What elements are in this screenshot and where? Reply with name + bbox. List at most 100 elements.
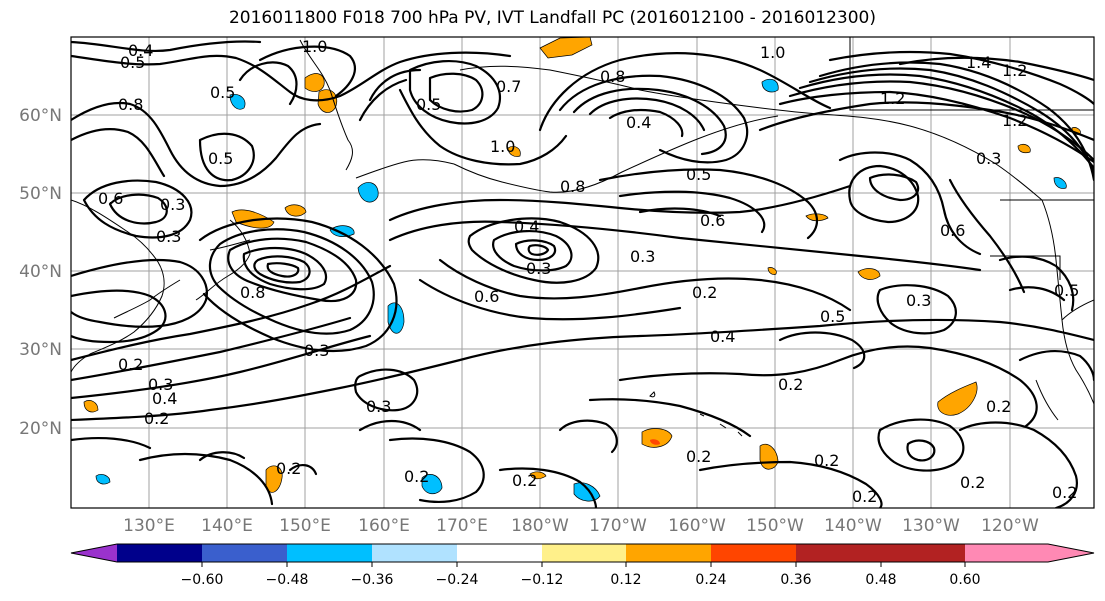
- contour: [948, 178, 1026, 294]
- contour-label: 1.0: [490, 137, 515, 156]
- contour: [71, 318, 1094, 422]
- contour-label: 0.3: [148, 375, 173, 394]
- coastline-hokkaido: [209, 239, 251, 251]
- colorbar-tick-label: 0.24: [695, 572, 726, 588]
- border-alaska-canada: [849, 37, 1094, 111]
- colorbar-bin: [542, 544, 626, 562]
- lon-label: 130°E: [123, 516, 175, 536]
- contour: [71, 334, 372, 400]
- contour: [558, 419, 618, 454]
- contour-label: 0.2: [276, 459, 301, 478]
- shade-region: [539, 37, 593, 59]
- contour-label: 0.3: [906, 291, 931, 310]
- lon-label: 140°W: [824, 516, 882, 536]
- colorbar-tick-label: 0.12: [610, 572, 641, 588]
- coastline-alaska: [459, 65, 1043, 201]
- colorbar-bin: [287, 544, 372, 562]
- colorbar-outline: [70, 543, 1095, 563]
- colorbar: −0.60 −0.48 −0.36 −0.24 −0.12 0.12 0.24 …: [70, 543, 1095, 588]
- contour: [71, 101, 322, 188]
- contour-label: 0.6: [940, 221, 965, 240]
- contour-label: 0.6: [700, 211, 725, 230]
- lon-label: 140°E: [201, 516, 253, 536]
- lon-label: 170°E: [436, 516, 488, 536]
- contour-label: 0.2: [1052, 483, 1077, 502]
- contour: [838, 151, 982, 256]
- shade-region: [507, 146, 521, 157]
- contour-label: 1.4: [966, 53, 991, 72]
- colorbar-tick-label: −0.12: [521, 572, 564, 588]
- contour-label: 0.2: [404, 467, 429, 486]
- contour: [71, 316, 352, 382]
- contour: [71, 258, 208, 328]
- lat-label: 40°N: [19, 262, 62, 282]
- contour: [198, 451, 246, 462]
- contour: [388, 220, 982, 272]
- contour-label: 1.0: [760, 43, 785, 62]
- shade-region: [229, 94, 246, 110]
- colorbar-extend-high: [1048, 544, 1094, 562]
- shade-region: [641, 428, 673, 448]
- contour-label: 0.6: [474, 287, 499, 306]
- contour: [492, 229, 573, 272]
- colorbar-tick-label: 0.60: [949, 572, 980, 588]
- contour: [798, 73, 1094, 170]
- lon-label: 160°W: [668, 516, 726, 536]
- pv-contours: [71, 40, 1094, 508]
- contour: [906, 439, 936, 462]
- contour-label: 0.5: [208, 149, 233, 168]
- contour: [558, 74, 749, 164]
- contour: [527, 244, 550, 256]
- coastline-korea: [113, 279, 181, 319]
- shade-region: [1017, 144, 1031, 154]
- colorbar-bin: [711, 544, 796, 562]
- lon-label: 150°E: [279, 516, 331, 536]
- colorbar-tick-label: −0.36: [351, 572, 394, 588]
- gridlines: [71, 37, 1094, 508]
- contour: [778, 90, 1094, 164]
- contour: [71, 436, 152, 450]
- map-title: 2016011800 F018 700 hPa PV, IVT Landfall…: [228, 8, 876, 28]
- contour: [198, 132, 255, 182]
- contour: [778, 331, 866, 370]
- contour-label: 1.0: [302, 37, 327, 56]
- contour-label: 0.3: [630, 247, 655, 266]
- contour: [71, 289, 167, 344]
- border-states-2: [1061, 299, 1094, 321]
- colorbar-bin: [117, 544, 202, 562]
- contour-label: 0.5: [686, 165, 711, 184]
- contour: [618, 190, 766, 234]
- lon-label: 150°W: [746, 516, 804, 536]
- contour: [208, 228, 375, 335]
- contour: [877, 418, 965, 472]
- contour-label: 0.4: [626, 113, 651, 132]
- latitude-labels: 60°N 50°N 40°N 30°N 20°N: [19, 106, 62, 439]
- contour-label: 0.3: [304, 341, 329, 360]
- colorbar-bin: [881, 544, 965, 562]
- contour: [388, 184, 852, 222]
- contour-label: 0.8: [600, 67, 625, 86]
- contour-label: 0.5: [210, 83, 235, 102]
- contour: [418, 278, 682, 321]
- shade-region: [329, 225, 355, 237]
- contour: [438, 258, 852, 312]
- contour: [998, 255, 1075, 312]
- contour-label: 0.5: [120, 53, 145, 72]
- contour: [408, 59, 502, 125]
- contour: [71, 51, 512, 102]
- contour-label: 0.5: [820, 307, 845, 326]
- contour: [572, 87, 727, 156]
- coastline-asia: [71, 199, 165, 373]
- shade-region: [304, 73, 325, 92]
- contour: [1008, 286, 1066, 302]
- colorbar-tick-label: −0.48: [266, 572, 309, 588]
- colorbar-bin: [202, 544, 287, 562]
- colorbar-tick-label: 0.48: [865, 572, 896, 588]
- contour-label: 1.2: [880, 89, 905, 108]
- contour: [588, 97, 706, 132]
- contour-label: 0.5: [416, 95, 441, 114]
- contour-label: 0.3: [526, 259, 551, 278]
- contour: [108, 193, 168, 225]
- contour: [242, 246, 328, 291]
- colorbar-extend-low: [71, 544, 117, 562]
